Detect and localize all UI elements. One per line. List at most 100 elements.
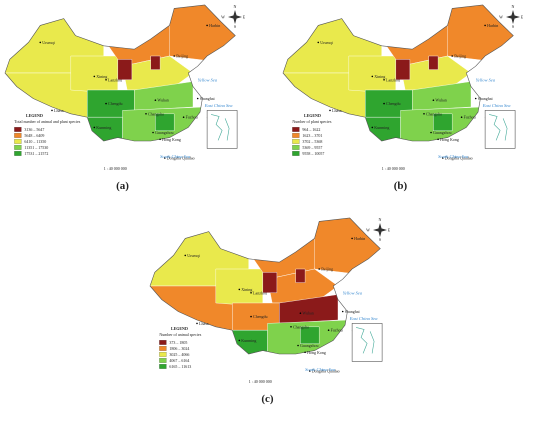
legend-title: LEGEND	[26, 113, 43, 118]
city-dot	[327, 329, 330, 331]
legend-title: LEGEND	[171, 326, 188, 331]
city-label: Chengdu	[253, 314, 267, 319]
region	[122, 55, 194, 91]
panel-label: (a)	[116, 180, 129, 192]
city-dot	[238, 339, 241, 342]
legend-subtitle: Total number of animal and plant species	[14, 119, 80, 124]
legend-swatch	[14, 127, 22, 132]
city-label: Wuhan	[302, 311, 313, 316]
region	[295, 268, 306, 283]
city-dot	[196, 97, 199, 100]
region	[267, 268, 339, 304]
city-label: Harbin	[487, 23, 498, 28]
compass-label: S	[512, 24, 514, 29]
city-dot	[145, 113, 147, 115]
region	[395, 59, 411, 81]
inset-islands	[489, 114, 508, 141]
compass	[228, 10, 242, 24]
legend-label: 1806 – 3024	[169, 346, 189, 351]
city-label: Harbin	[209, 23, 220, 28]
region	[412, 81, 472, 111]
region	[155, 113, 175, 132]
region	[117, 59, 133, 81]
region	[215, 268, 264, 307]
inset-islands	[356, 327, 375, 354]
legend-subtitle: Number of plant species	[292, 119, 331, 124]
city-dot	[154, 99, 157, 101]
compass-label: W	[499, 15, 503, 20]
legend-label: 3702 – 5368	[302, 139, 322, 144]
panel-label: (b)	[394, 180, 408, 192]
city-label: Wuhan	[435, 98, 446, 103]
legend-swatch	[159, 352, 167, 357]
compass-label: N	[379, 217, 382, 222]
legend-label: 17531 – 21572	[24, 151, 48, 156]
city-dot	[238, 288, 241, 291]
city-label: Harbin	[354, 236, 365, 241]
legend-swatch	[159, 346, 167, 351]
sea-label: South China Sea	[438, 154, 469, 159]
city-dot	[297, 344, 299, 347]
city-label: Chengdu	[386, 101, 400, 106]
city-label: Changsha	[293, 324, 309, 329]
city-dot	[383, 102, 385, 105]
region	[87, 116, 123, 141]
city-dot	[317, 41, 320, 44]
city-dot	[290, 326, 292, 328]
city-dot	[371, 126, 374, 129]
compass-label: S	[234, 24, 236, 29]
sea-label: East China Sea	[204, 103, 233, 108]
legend-label: 3136 – 5647	[24, 127, 44, 132]
sea-label: South China Sea	[305, 367, 336, 372]
region	[134, 81, 194, 111]
compass	[506, 10, 520, 24]
city-dot	[93, 75, 96, 78]
compass-label: N	[234, 4, 237, 9]
city-label: Kunming	[96, 125, 111, 130]
city-dot	[460, 116, 463, 118]
border	[149, 217, 381, 355]
legend-label: 11351 – 17530	[24, 145, 48, 150]
city-label: Beijing	[321, 267, 333, 272]
city-label: Xining	[241, 287, 252, 292]
compass-label: S	[379, 237, 381, 242]
legend-label: 9558 – 10057	[302, 151, 324, 156]
border	[4, 4, 236, 142]
city-dot	[484, 24, 486, 27]
city-label: Hong Kong	[440, 137, 459, 142]
compass-label: W	[221, 15, 225, 20]
city-label: Hong Kong	[307, 350, 326, 355]
city-dot	[437, 138, 439, 141]
city-label: Guangzhou	[433, 130, 451, 135]
city-dot	[93, 126, 96, 129]
region	[262, 272, 278, 294]
city-dot	[432, 99, 435, 101]
region	[433, 113, 453, 132]
panel-label: (c)	[261, 393, 274, 405]
legend-label: 1623 – 3701	[302, 133, 322, 138]
border	[282, 4, 514, 142]
scale-label: 1 : 40 000 000	[249, 379, 272, 384]
city-label: Beijing	[454, 54, 466, 59]
city-label: Lhasa	[332, 108, 342, 113]
city-label: Shanghai	[200, 96, 216, 101]
region	[400, 55, 472, 91]
region	[365, 116, 401, 141]
city-label: Fuzhou	[186, 115, 198, 120]
legend-swatch	[292, 145, 300, 150]
legend-swatch	[292, 139, 300, 144]
region	[279, 294, 339, 324]
legend-swatch	[14, 151, 22, 156]
region	[348, 55, 397, 94]
legend-swatch	[292, 151, 300, 156]
inset-map	[484, 110, 516, 149]
city-label: Guangzhou	[300, 343, 318, 348]
region	[70, 55, 119, 94]
city-label: Lanzhou	[108, 77, 122, 82]
sea-label: East China Sea	[349, 316, 378, 321]
city-label: Chengdu	[108, 101, 122, 106]
city-label: Dongsha Qundao	[312, 369, 340, 374]
city-dot	[51, 109, 53, 112]
